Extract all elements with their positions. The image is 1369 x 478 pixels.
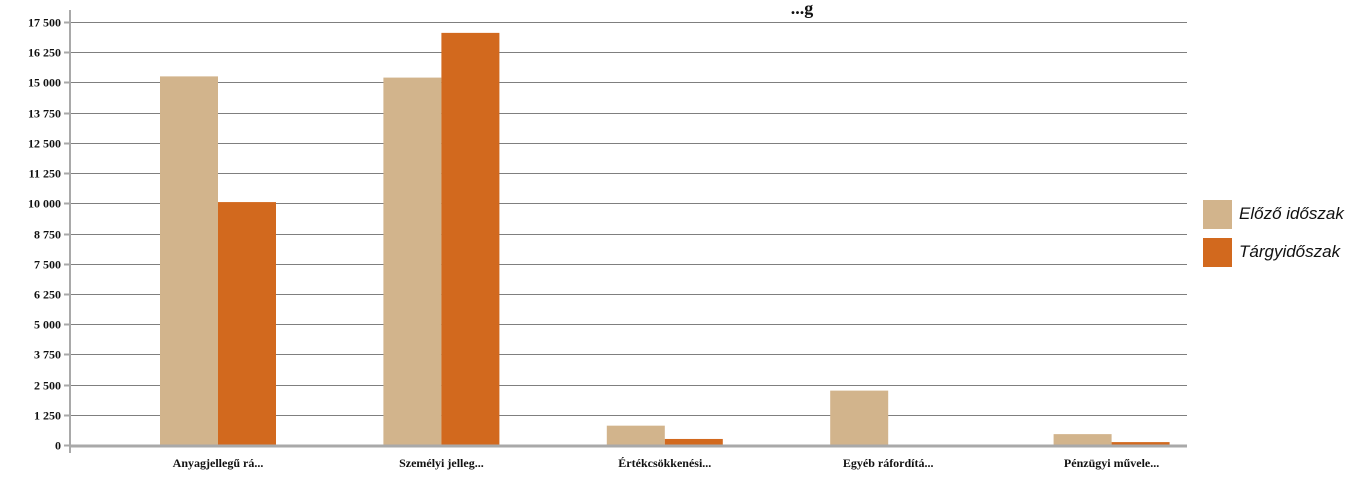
bar: [383, 77, 442, 445]
x-category-label: Anyagjellegű rá...: [173, 456, 264, 470]
bar: [218, 202, 276, 445]
x-category-label: Egyéb ráfordítá...: [843, 456, 934, 470]
chart-title: ...g: [791, 0, 814, 18]
x-category-label: Személyi jelleg...: [399, 456, 484, 470]
y-tick-label: 8 750: [34, 228, 61, 242]
y-tick-label: 1 250: [34, 409, 61, 423]
legend-label-previous-period: Előző időszak: [1239, 204, 1344, 223]
bar: [441, 32, 500, 446]
y-tick-label: 11 250: [29, 167, 61, 181]
bar: [1053, 434, 1112, 445]
legend-item-previous-period[interactable]: Előző időszak: [1203, 199, 1369, 229]
axes: [64, 10, 1187, 453]
bar: [1111, 442, 1170, 445]
x-category-label: Pénzügyi művele...: [1064, 456, 1159, 470]
bar: [830, 390, 889, 445]
y-tick-label: 17 500: [28, 16, 61, 30]
bar: [160, 76, 218, 445]
y-tick-label: 7 500: [34, 258, 61, 272]
y-axis-tick-labels: 0 1 250 2 500 3 750 5 000 6 250 7 500 8 750 10 0…: [28, 16, 61, 453]
y-tick-label: 2 500: [34, 379, 61, 393]
y-tick-label: 16 250: [28, 46, 61, 60]
y-tick-label: 5 000: [34, 318, 61, 332]
legend-swatch-current-period: [1203, 237, 1232, 267]
y-tick-label: 3 750: [34, 348, 61, 362]
x-axis-category-labels: Anyagjellegű rá... Személyi jelleg... Érté…: [173, 456, 1160, 470]
legend-swatch-previous-period: [1203, 199, 1232, 229]
legend-label-current-period: Tárgyidőszak: [1239, 242, 1341, 261]
y-tick-label: 12 500: [28, 137, 61, 151]
y-tick-label: 10 000: [28, 197, 61, 211]
bars: [160, 32, 1170, 446]
legend-item-current-period[interactable]: Tárgyidőszak: [1203, 237, 1369, 267]
x-category-label: Értékcsökkenési...: [618, 456, 711, 470]
bar: [664, 438, 723, 445]
y-tick-label: 13 750: [28, 107, 61, 121]
legend: Előző időszak Tárgyidőszak: [1203, 199, 1369, 276]
bar: [606, 425, 665, 445]
y-tick-label: 0: [55, 439, 61, 453]
y-tick-label: 15 000: [28, 76, 61, 90]
y-tick-label: 6 250: [34, 288, 61, 302]
